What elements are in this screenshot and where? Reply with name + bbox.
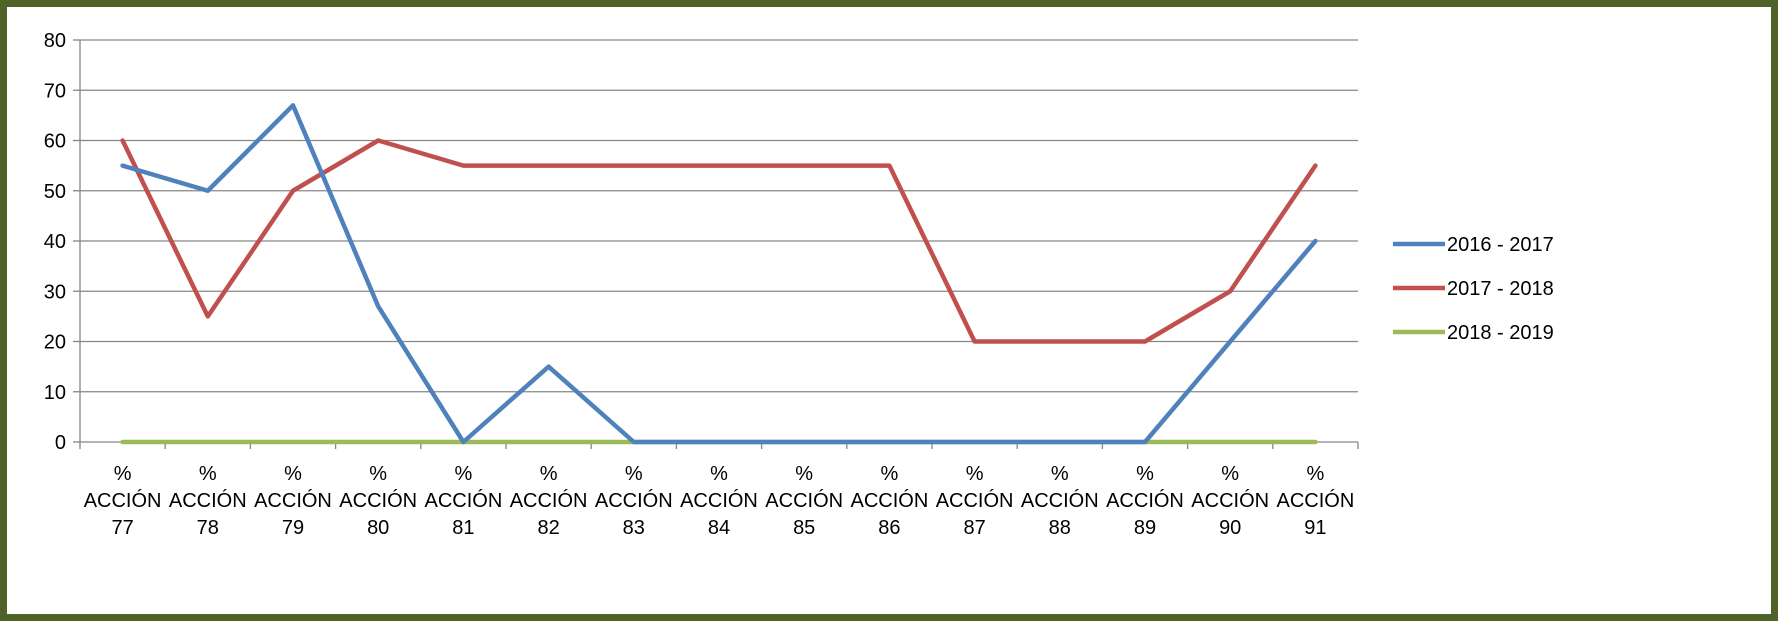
x-tick-label: % ACCIÓN 82 [510, 463, 588, 539]
x-tick-label-line: % [284, 463, 302, 485]
x-tick-label-line: ACCIÓN [425, 489, 503, 512]
x-tick-label-line: ACCIÓN [680, 489, 758, 512]
x-tick-label-line: % [199, 463, 217, 485]
x-tick-label-line: ACCIÓN [84, 489, 162, 512]
x-tick-label: % ACCIÓN 83 [595, 463, 673, 539]
x-tick-label-line: ACCIÓN [339, 489, 417, 512]
x-tick-label-line: ACCIÓN [1106, 489, 1184, 512]
x-tick-label-line: 85 [793, 517, 815, 539]
x-tick-label-line: 91 [1304, 517, 1326, 539]
y-axis-ticks: 0 10 20 30 40 50 60 70 80 [44, 30, 80, 454]
y-tick-label: 70 [44, 80, 66, 102]
x-tick-label-line: 78 [197, 517, 219, 539]
x-tick-label: % ACCIÓN 88 [1021, 463, 1099, 539]
x-tick-label-line: % [540, 463, 558, 485]
x-tick-label-line: ACCIÓN [254, 489, 332, 512]
x-tick-label-line: % [1136, 463, 1154, 485]
legend: 2016 - 2017 2017 - 2018 2018 - 2019 [1393, 234, 1554, 344]
x-tick-label-line: 81 [452, 517, 474, 539]
x-tick-label-line: ACCIÓN [1021, 489, 1099, 512]
x-tick-label-line: ACCIÓN [169, 489, 247, 512]
x-tick-label-line: % [1307, 463, 1325, 485]
x-tick-label-line: 86 [878, 517, 900, 539]
legend-label: 2018 - 2019 [1447, 322, 1554, 344]
x-tick-label-line: 87 [963, 517, 985, 539]
x-tick-label-line: ACCIÓN [1191, 489, 1269, 512]
x-tick-label: % ACCIÓN 78 [169, 463, 247, 539]
x-tick-label-line: % [455, 463, 473, 485]
series-line-2016-2017 [120, 103, 1318, 445]
y-tick-label: 30 [44, 281, 66, 303]
x-tick-label-line: 88 [1049, 517, 1071, 539]
legend-label: 2016 - 2017 [1447, 234, 1554, 256]
x-tick-label: % ACCIÓN 80 [339, 463, 417, 539]
y-tick-label: 40 [44, 231, 66, 253]
y-tick-label: 60 [44, 131, 66, 153]
x-tick-label-line: % [369, 463, 387, 485]
x-tick-label-line: % [795, 463, 813, 485]
x-tick-label-line: 90 [1219, 517, 1241, 539]
x-tick-label: % ACCIÓN 87 [936, 463, 1014, 539]
y-tick-label: 10 [44, 382, 66, 404]
x-tick-label-line: ACCIÓN [936, 489, 1014, 512]
x-tick-label-line: % [114, 463, 132, 485]
x-tick-label-line: 80 [367, 517, 389, 539]
x-tick-label-line: % [1221, 463, 1239, 485]
x-tick-label-line: ACCIÓN [595, 489, 673, 512]
x-tick-label-line: ACCIÓN [765, 489, 843, 512]
x-tick-label-line: % [625, 463, 643, 485]
x-tick-label: % ACCIÓN 79 [254, 463, 332, 539]
x-tick-label-line: % [1051, 463, 1069, 485]
x-tick-label-line: % [881, 463, 899, 485]
x-tick-label-line: 77 [111, 517, 133, 539]
line-chart: 0 10 20 30 40 50 60 70 80 % ACCIÓN 77% ACCIÓN 78% ACC… [44, 30, 1554, 539]
x-tick-label: % ACCIÓN 84 [680, 463, 758, 539]
x-tick-label: % ACCIÓN 89 [1106, 463, 1184, 539]
y-tick-label: 0 [55, 432, 66, 454]
y-tick-label: 80 [44, 30, 66, 52]
legend-label: 2017 - 2018 [1447, 278, 1554, 300]
x-tick-label: % ACCIÓN 86 [851, 463, 929, 539]
x-tick-label-line: 89 [1134, 517, 1156, 539]
x-tick-label: % ACCIÓN 91 [1277, 463, 1355, 539]
x-tick-label-line: 84 [708, 517, 730, 539]
x-tick-label: % ACCIÓN 90 [1191, 463, 1269, 539]
x-tick-label-line: % [966, 463, 984, 485]
y-tick-label: 20 [44, 332, 66, 354]
x-tick-label-line: ACCIÓN [510, 489, 588, 512]
x-tick-label-line: ACCIÓN [1277, 489, 1355, 512]
series-lines [120, 103, 1318, 445]
x-tick-label: % ACCIÓN 77 [84, 463, 162, 539]
x-tick-label-line: ACCIÓN [851, 489, 929, 512]
x-tick-label: % ACCIÓN 85 [765, 463, 843, 539]
x-tick-label-line: % [710, 463, 728, 485]
x-tick-label-line: 83 [623, 517, 645, 539]
x-tick-label: % ACCIÓN 81 [425, 463, 503, 539]
x-tick-label-line: 79 [282, 517, 304, 539]
x-tick-label-line: 82 [537, 517, 559, 539]
y-tick-label: 50 [44, 181, 66, 203]
x-axis-ticks: % ACCIÓN 77% ACCIÓN 78% ACCIÓN 79% ACCIÓN 80% ACC… [79, 442, 1359, 539]
grid [80, 39, 1358, 393]
